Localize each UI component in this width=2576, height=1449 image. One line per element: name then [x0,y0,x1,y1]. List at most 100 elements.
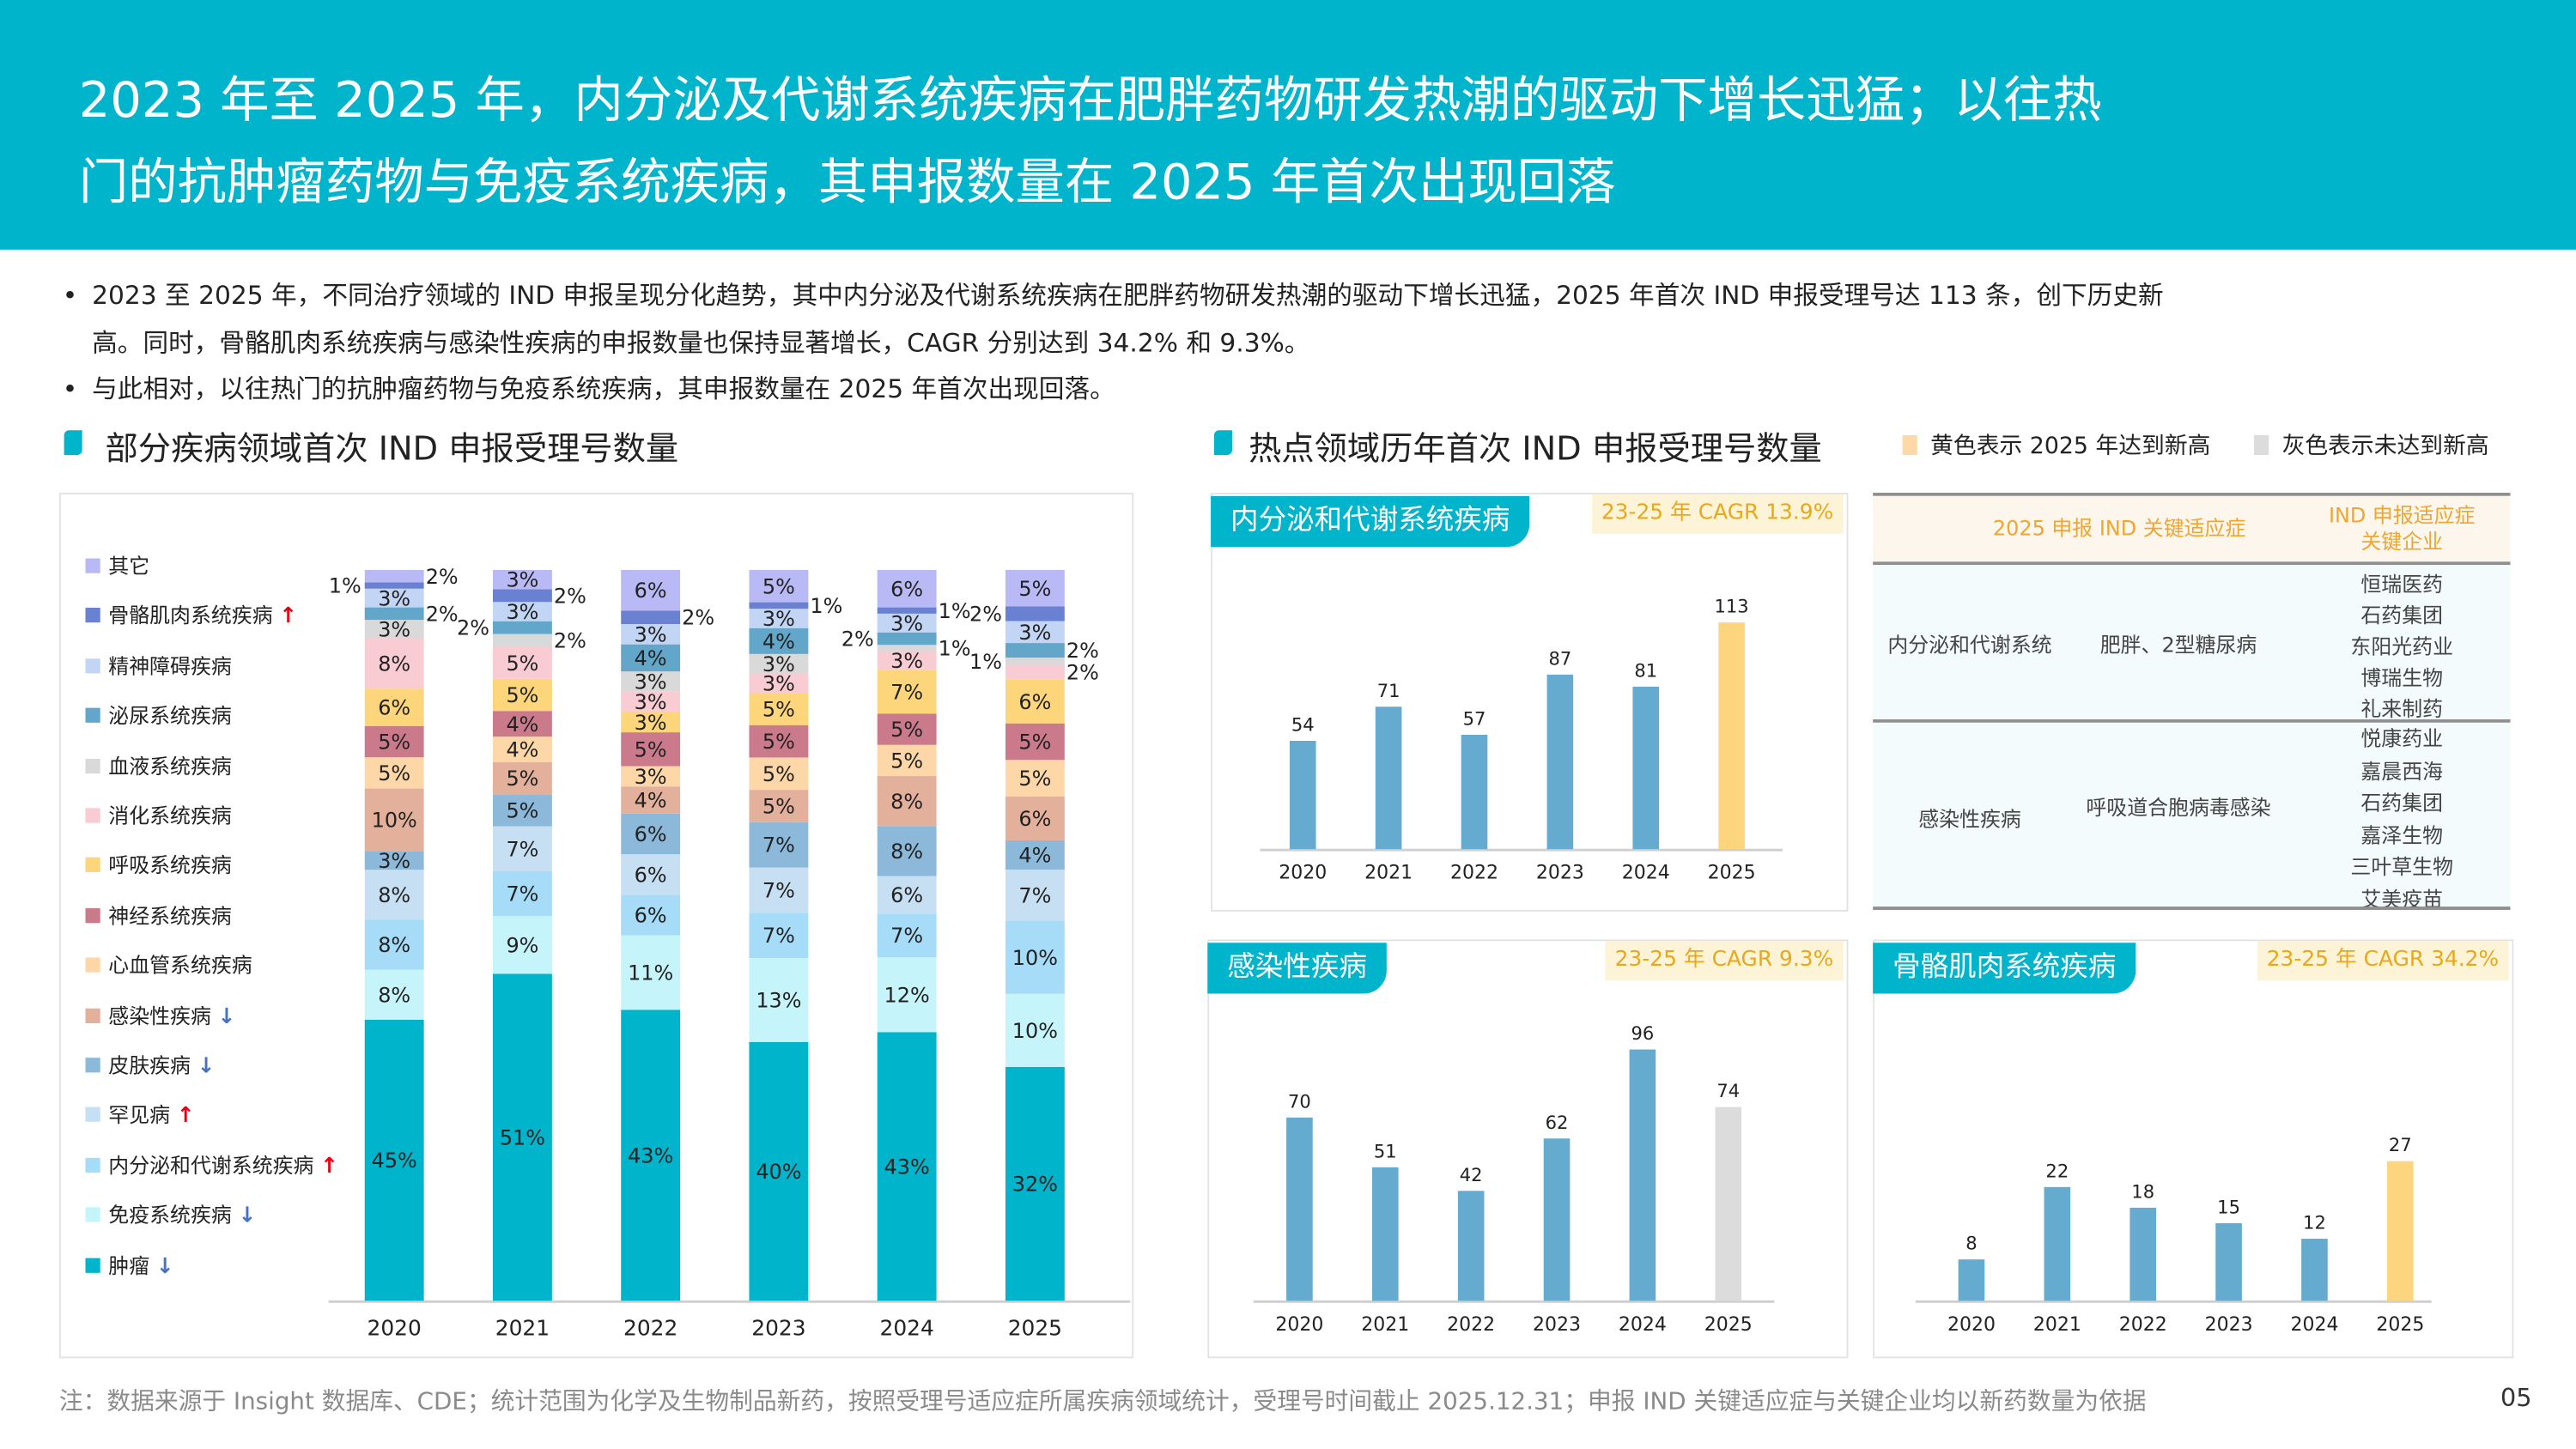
segment-label: 8% [378,652,410,676]
down-arrow-icon: ↓ [238,1203,257,1229]
segment-label: 1% [939,636,971,660]
bar-segment [364,725,424,758]
bar-segment [364,582,424,589]
bar-segment [364,870,424,920]
segment-label: 7% [1018,883,1051,907]
data-label: 113 [1715,596,1749,617]
legend-label: 其它 [108,553,150,579]
bar [1632,686,1660,850]
legend-item: 精神障碍疾病 [85,653,232,680]
bar-segment [1005,664,1065,680]
bar-segment [364,1019,424,1301]
bar-segment [364,620,424,639]
bar-segment [492,678,552,712]
segment-label: 5% [762,795,795,819]
bar-segment [621,766,681,787]
bar-segment [877,776,937,827]
segment-label: 2% [682,606,714,630]
legend-swatch-icon [85,808,100,823]
bar-segment [877,713,937,745]
footnote: 注：数据来源于 Insight 数据库、CDE；统计范围为化学及生物制品新药，按… [58,1389,2147,1416]
legend-label: 精神障碍疾病 [108,653,232,678]
x-tick-label: 2023 [751,1316,805,1341]
bar-segment [492,602,552,621]
bar-segment [1005,840,1065,870]
bar-segment [877,569,937,608]
data-label: 70 [1288,1090,1311,1112]
legend-swatch-icon [85,1207,100,1222]
legend-yellow-label: 黄色表示 2025 年达到新高 [1930,433,2211,460]
x-tick-label: 2021 [1364,863,1413,884]
data-label: 42 [1460,1164,1483,1185]
segment-label: 3% [635,711,667,735]
infection-cagr: 23-25 年 CAGR 9.3% [1605,941,1844,981]
table-header [1873,495,2511,562]
segment-label: 2% [457,616,489,640]
data-label: 12 [2303,1212,2326,1234]
bar-segment [492,794,552,827]
segment-label: 2% [1066,639,1099,663]
header-banner: 2023 年至 2025 年，内分泌及代谢系统疾病在肥胖药物研发热潮的驱动下增长… [0,0,2576,250]
segment-label: 2% [554,584,586,608]
x-tick-label: 2021 [2033,1314,2081,1336]
legend-swatch-icon [85,558,100,573]
segment-label: 3% [635,670,667,694]
bar-segment [1005,643,1065,658]
bar-segment [492,646,552,679]
musculoskeletal-cagr: 23-25 年 CAGR 34.2% [2257,941,2509,981]
bar-segment [877,651,937,670]
musculoskeletal-tag: 骨骼肌肉系统疾病 [1873,943,2136,994]
bar [1286,1117,1313,1301]
x-tick-label: 2022 [2119,1314,2167,1336]
legend-label: 泌尿系统疾病 [108,703,232,728]
x-tick-label: 2021 [1361,1314,1409,1336]
row-indication: 呼吸道合胞病毒感染 [2086,795,2271,820]
legend-label: 皮肤疾病 [108,1052,191,1078]
segment-label: 7% [506,882,538,906]
segment-label: 3% [762,652,795,676]
bar-segment [749,653,809,674]
legend-swatch-icon [85,957,100,973]
legend-label: 感染性疾病 [108,1003,211,1028]
bar-segment [364,607,424,621]
x-tick-label: 2022 [1450,863,1498,884]
bar [1629,1049,1656,1301]
segment-label: 6% [1018,690,1051,714]
header-companies-line1: IND 申报适应症 [2328,502,2476,528]
bar-segment [877,913,937,958]
bar-segment [364,588,424,608]
legend-item: 感染性疾病 ↓ [85,1003,235,1029]
x-tick-label: 2025 [1008,1316,1062,1341]
segment-label: 6% [890,883,923,907]
segment-label: 5% [506,652,538,676]
bullet-1-continued: 高。同时，骨骼肌肉系统疾病与感染性疾病的申报数量也保持显著增长，CAGR 分别达… [92,324,1309,360]
segment-label: 3% [1018,621,1051,645]
bar-segment [1005,723,1065,761]
down-arrow-icon: ↓ [197,1054,216,1080]
segment-label: 12% [884,983,930,1007]
segment-label: 7% [890,924,923,948]
down-arrow-icon: ↓ [155,1253,174,1279]
x-tick-label: 2023 [1533,1314,1581,1336]
page-number: 05 [2500,1382,2532,1413]
segment-label: 3% [762,671,795,695]
company: 石药集团 [2360,603,2444,627]
legend-item: 血液系统疾病 [85,753,232,779]
segment-label: 40% [756,1160,801,1184]
yellow-swatch-icon [1902,435,1917,455]
bullet-2: • 与此相对，以往热门的抗肿瘤药物与免疫系统疾病，其申报数量在 2025 年首次出… [62,374,1115,404]
segment-label: 1% [939,599,971,623]
x-tick-label: 2025 [1708,863,1756,884]
segment-label: 1% [969,650,1002,674]
segment-label: 5% [1018,767,1051,791]
legend-label: 心血管系统疾病 [108,953,252,978]
bar-segment [1005,569,1065,607]
legend-swatch-icon [85,608,100,623]
segment-label: 8% [890,790,923,814]
bar-segment [749,867,809,913]
segment-label: 1% [329,574,361,598]
legend-label: 肿瘤 [108,1252,150,1277]
segment-label: 6% [635,904,667,928]
stacked-chart-panel [58,492,1134,1359]
